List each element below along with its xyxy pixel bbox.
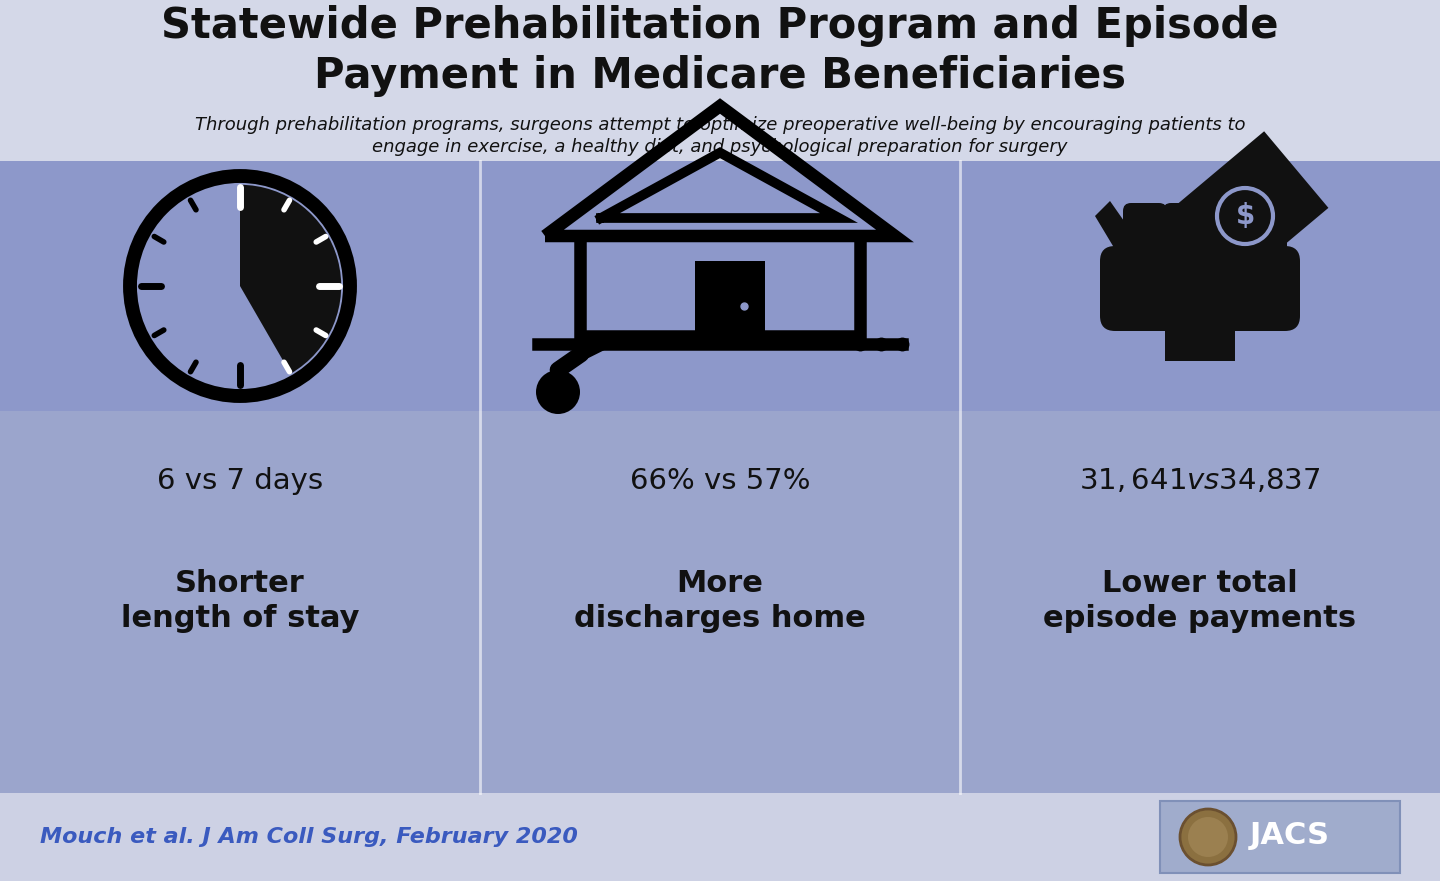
FancyBboxPatch shape [1202, 203, 1247, 274]
Text: $: $ [1236, 202, 1254, 230]
Circle shape [536, 370, 580, 414]
Text: Shorter
length of stay: Shorter length of stay [121, 568, 359, 633]
Polygon shape [1142, 131, 1329, 311]
Text: More
discharges home: More discharges home [575, 568, 865, 633]
Bar [1161, 801, 1400, 873]
Text: Statewide Prehabilitation Program and Episode
Payment in Medicare Beneficiaries: Statewide Prehabilitation Program and Ep… [161, 5, 1279, 97]
FancyBboxPatch shape [1243, 203, 1287, 274]
Bar [0, 411, 1440, 793]
Circle shape [1188, 817, 1228, 857]
FancyBboxPatch shape [1123, 203, 1166, 274]
FancyBboxPatch shape [1164, 203, 1207, 274]
Bar [1165, 321, 1236, 361]
Text: Mouch et al. J Am Coll Surg, February 2020: Mouch et al. J Am Coll Surg, February 20… [40, 827, 577, 847]
Text: Through prehabilitation programs, surgeons attempt to optimize preoperative well: Through prehabilitation programs, surgeo… [194, 115, 1246, 157]
Text: 6 vs 7 days: 6 vs 7 days [157, 467, 323, 495]
FancyBboxPatch shape [1100, 246, 1300, 331]
Wedge shape [240, 185, 341, 374]
Bar [0, 161, 1440, 411]
Polygon shape [1094, 201, 1145, 266]
Bar [696, 261, 765, 336]
Text: $31,641 vs $34,837: $31,641 vs $34,837 [1080, 467, 1320, 495]
Circle shape [1179, 809, 1236, 865]
Text: 66% vs 57%: 66% vs 57% [629, 467, 811, 495]
Text: JACS: JACS [1250, 820, 1331, 849]
Bar [0, 793, 1440, 881]
Text: Lower total
episode payments: Lower total episode payments [1044, 568, 1356, 633]
Bar [0, 0, 1440, 161]
